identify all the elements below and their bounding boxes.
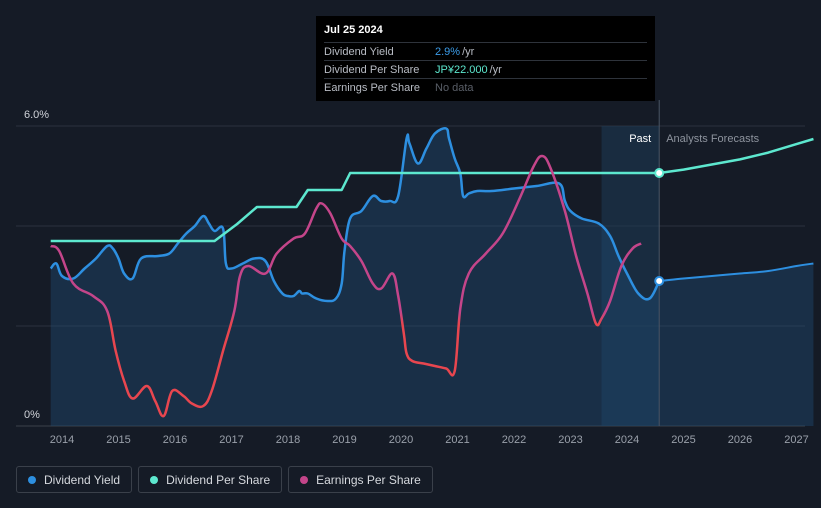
tooltip-row-earnings-per-share: Earnings Per Share No data [324, 78, 647, 96]
x-tick-label: 2016 [163, 434, 187, 446]
x-tick-label: 2020 [389, 434, 413, 446]
tooltip-value: No data [435, 81, 474, 94]
legend-label: Dividend Per Share [166, 472, 271, 487]
legend-label: Dividend Yield [44, 472, 121, 487]
dividend-per-share-line [50, 137, 814, 243]
gridlines [16, 125, 805, 427]
legend-dividend-yield[interactable]: Dividend Yield [16, 466, 133, 493]
x-tick-label: 2021 [445, 434, 469, 446]
tooltip-value: JP¥22.000 [435, 63, 488, 76]
chart-legend: Dividend Yield Dividend Per Share Earnin… [16, 466, 433, 493]
x-tick-label: 2018 [276, 434, 300, 446]
tooltip-row-dividend-yield: Dividend Yield 2.9% /yr [324, 42, 647, 60]
y-tick-label: 6.0% [24, 109, 49, 121]
legend-label: Earnings Per Share [316, 472, 421, 487]
series-lines [49, 127, 814, 418]
dividend-yield-area [50, 128, 814, 426]
x-tick-label: 2024 [615, 434, 639, 446]
tooltip-unit: /yr [489, 63, 502, 76]
x-tick-label: 2027 [784, 434, 808, 446]
dividend-yield-fill [50, 128, 814, 426]
x-tick-label: 2026 [728, 434, 752, 446]
y-tick-label: 0% [24, 409, 40, 421]
past-region-band [601, 126, 660, 426]
dividend-yield-marker [654, 276, 665, 286]
tooltip-label: Dividend Per Share [324, 63, 420, 76]
legend-dot-icon [300, 475, 309, 484]
tooltip-value: 2.9% [435, 45, 461, 58]
tooltip-date: Jul 25 2024 [324, 24, 383, 36]
past-label: Past [629, 133, 651, 145]
tooltip-label: Earnings Per Share [324, 81, 420, 94]
legend-dot-icon [150, 475, 159, 484]
x-tick-label: 2025 [671, 434, 695, 446]
dividend-per-share-marker [654, 168, 665, 178]
axes: 6.0% 0% 2014 2015 2016 2017 2018 2019 2020 2021 20… [24, 109, 809, 446]
legend-earnings-per-share[interactable]: Earnings Per Share [288, 466, 433, 493]
tooltip-unit: /yr [462, 45, 475, 58]
tooltip-label: Dividend Yield [324, 45, 394, 58]
x-tick-label: 2019 [332, 434, 356, 446]
legend-dot-icon [28, 475, 36, 484]
hover-markers [654, 168, 665, 286]
x-tick-label: 2014 [50, 434, 74, 446]
x-tick-label: 2022 [502, 434, 526, 446]
x-tick-label: 2017 [219, 434, 243, 446]
hover-tooltip: Jul 25 2024 Dividend Yield 2.9% /yr Divi… [316, 16, 655, 101]
tooltip-row-dividend-per-share: Dividend Per Share JP¥22.000 /yr [324, 60, 647, 78]
dividend-yield-forecast-line [659, 262, 814, 282]
x-tick-label: 2023 [558, 434, 582, 446]
analysts-forecasts-label: Analysts Forecasts [666, 133, 759, 145]
legend-dividend-per-share[interactable]: Dividend Per Share [138, 466, 283, 493]
earnings-per-share-line [50, 154, 642, 418]
x-tick-label: 2015 [106, 434, 130, 446]
